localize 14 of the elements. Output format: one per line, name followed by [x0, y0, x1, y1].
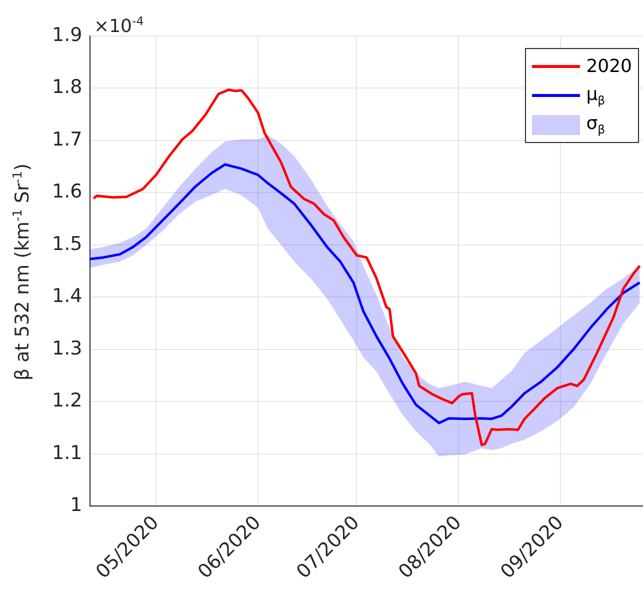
- y-tick-label: 1.7: [52, 128, 82, 150]
- legend-label: μ$_{β}$: [586, 84, 606, 108]
- y-tick-label: 1: [70, 494, 82, 516]
- y-tick-label: 1.2: [52, 390, 82, 412]
- y-tick-label: 1.3: [52, 337, 82, 360]
- legend-label: 2020: [586, 56, 632, 77]
- y-tick-label: 1.8: [52, 76, 82, 98]
- y-tick-label: 1.1: [52, 442, 82, 464]
- y-tick-label: 1.4: [52, 285, 82, 308]
- annotation: ×10$^{-4}$: [94, 14, 144, 37]
- y-tick-label: 1.9: [52, 24, 82, 46]
- annotation: σ$_{β}$: [586, 112, 606, 136]
- y-tick-label: 1.5: [52, 232, 82, 255]
- y-tick-label: 1.6: [52, 180, 82, 203]
